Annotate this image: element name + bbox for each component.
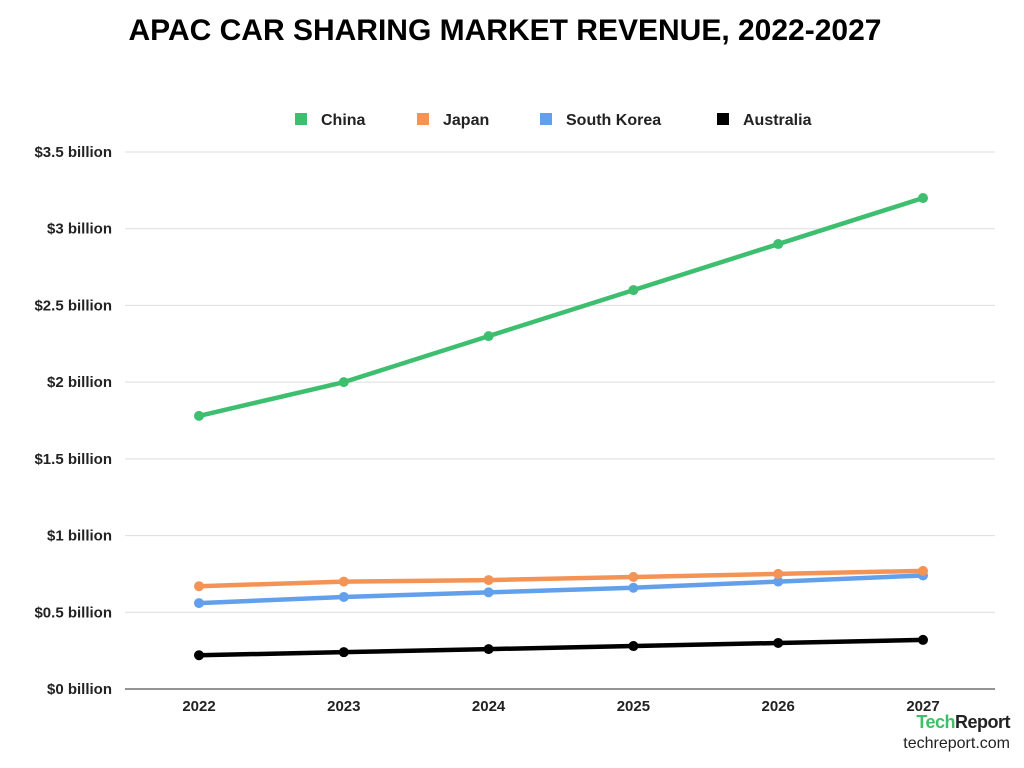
data-point [773,239,784,250]
data-point [773,576,784,587]
x-tick-label: 2025 [617,698,650,715]
y-tick-label: $3 billion [47,221,112,238]
legend-label: South Korea [566,112,661,129]
brand-logo: TechReport techreport.com [903,712,1010,753]
data-point [194,581,204,592]
y-tick-label: $2 billion [47,374,112,391]
data-point [483,644,494,655]
legend-label: China [321,112,366,129]
data-point [628,571,639,582]
x-tick-label: 2026 [762,698,795,715]
data-point [483,331,494,342]
legend-swatch [717,113,729,125]
legend-swatch [295,113,307,125]
series-line [198,637,924,658]
brand-report: Report [955,712,1011,732]
data-point [194,410,204,421]
series-line [198,568,924,589]
data-point [918,565,928,576]
data-point [628,285,639,296]
series-line [198,195,924,419]
brand-url: techreport.com [903,735,1010,752]
data-point [194,598,204,609]
data-point [918,634,928,645]
data-point [338,377,349,388]
y-tick-label: $1 billion [47,528,112,545]
data-point [338,647,349,658]
data-point [338,576,349,587]
data-point [483,587,494,598]
y-tick-label: $0 billion [47,681,112,698]
data-point [918,193,928,204]
legend-swatch [417,113,429,125]
data-point [483,575,494,586]
series-line [198,573,924,606]
chart-title: APAC CAR SHARING MARKET REVENUE, 2022-20… [128,14,882,47]
data-point [773,637,784,648]
y-tick-label: $0.5 billion [34,604,112,621]
data-point [338,591,349,602]
data-point [628,582,639,593]
x-tick-label: 2027 [906,698,939,715]
data-point [628,641,639,652]
legend-label: Japan [443,112,489,129]
x-tick-label: 2023 [327,698,360,715]
x-tick-label: 2022 [182,698,215,715]
legend-label: Australia [743,112,812,129]
y-tick-label: $3.5 billion [34,144,112,161]
y-tick-label: $1.5 billion [34,451,112,468]
data-point [773,568,784,579]
x-tick-label: 2024 [472,698,506,715]
legend-swatch [540,113,552,125]
y-tick-label: $2.5 billion [34,297,112,314]
brand-tech: Tech [916,712,955,732]
data-point [194,650,204,661]
